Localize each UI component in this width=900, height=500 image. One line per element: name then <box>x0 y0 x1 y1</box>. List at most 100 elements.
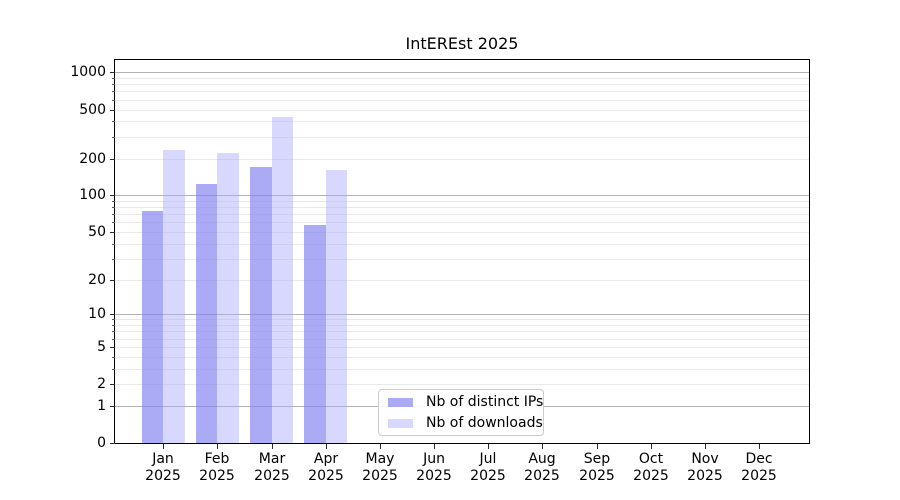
y-gridline-minor-600 <box>115 99 809 101</box>
y-gridline-minor-300 <box>115 136 809 138</box>
y-tick-1000 <box>110 72 115 73</box>
x-tick-nov <box>705 444 706 449</box>
x-tick-label-apr: Apr 2025 <box>308 451 344 484</box>
y-minor-tick-800 <box>112 84 115 85</box>
y-tick-0 <box>110 443 115 444</box>
x-tick-aug <box>542 444 543 449</box>
y-minor-tick-30 <box>112 259 115 260</box>
x-tick-dec <box>759 444 760 449</box>
y-gridline-minor-8 <box>115 324 809 326</box>
y-minor-tick-90 <box>112 201 115 202</box>
x-tick-feb <box>217 444 218 449</box>
x-tick-label-jul: Jul 2025 <box>470 451 506 484</box>
bar-nb-of-distinct-ips-jan <box>141 210 164 443</box>
x-tick-label-feb: Feb 2025 <box>199 451 235 484</box>
x-tick-label-sep: Sep 2025 <box>579 451 615 484</box>
y-gridline-minor-900 <box>115 77 809 79</box>
y-gridline-minor-30 <box>115 258 809 260</box>
y-gridline-minor-7 <box>115 330 809 332</box>
y-tick-label-0: 0 <box>97 435 106 451</box>
y-minor-tick-80 <box>112 207 115 208</box>
chart-title: IntEREst 2025 <box>405 34 519 53</box>
y-gridline-minor-400 <box>115 120 809 122</box>
x-tick-label-nov: Nov 2025 <box>687 451 723 484</box>
y-tick-label-500: 500 <box>79 102 106 118</box>
y-gridline-minor-80 <box>115 206 809 208</box>
y-gridline-minor-2 <box>115 383 809 385</box>
y-minor-tick-400 <box>112 121 115 122</box>
y-minor-tick-60 <box>112 222 115 223</box>
y-gridline-major-10 <box>115 313 809 315</box>
y-minor-tick-40 <box>112 244 115 245</box>
bar-nb-of-distinct-ips-mar <box>249 167 272 443</box>
y-tick-label-50: 50 <box>88 224 106 240</box>
legend: Nb of distinct IPs Nb of downloads <box>378 389 544 436</box>
y-tick-20 <box>110 280 115 281</box>
x-tick-label-may: May 2025 <box>362 451 398 484</box>
x-tick-label-mar: Mar 2025 <box>254 451 290 484</box>
y-tick-50 <box>110 232 115 233</box>
y-gridline-minor-60 <box>115 221 809 223</box>
y-gridline-minor-700 <box>115 90 809 92</box>
y-gridline-minor-800 <box>115 83 809 85</box>
y-gridline-minor-9 <box>115 318 809 320</box>
y-gridline-minor-500 <box>115 109 809 111</box>
x-tick-label-jun: Jun 2025 <box>416 451 452 484</box>
y-tick-label-2: 2 <box>97 376 106 392</box>
y-tick-5 <box>110 347 115 348</box>
plot-area: 0 1 2 5 10 20 50 100 200 500 1000 Jan 2025 Feb 2025 M… <box>70 59 810 484</box>
y-minor-tick-600 <box>112 100 115 101</box>
x-tick-mar <box>272 444 273 449</box>
bars-layer <box>115 60 809 443</box>
bar-nb-of-downloads-feb <box>217 153 240 443</box>
y-minor-tick-900 <box>112 78 115 79</box>
x-tick-apr <box>326 444 327 449</box>
y-tick-100 <box>110 195 115 196</box>
y-tick-label-200: 200 <box>79 151 106 167</box>
axis-layer: 0 1 2 5 10 20 50 100 200 500 1000 Jan 2025 Feb 2025 M… <box>70 60 809 484</box>
y-gridline-minor-200 <box>115 158 809 160</box>
bar-nb-of-distinct-ips-apr <box>304 225 326 443</box>
legend-label-downloads: Nb of downloads <box>426 415 543 431</box>
y-minor-tick-6 <box>112 339 115 340</box>
x-tick-jul <box>488 444 489 449</box>
bar-nb-of-distinct-ips-feb <box>195 183 218 443</box>
y-minor-tick-700 <box>112 91 115 92</box>
legend-swatch-downloads <box>388 418 413 428</box>
y-minor-tick-3 <box>112 369 115 370</box>
y-tick-label-1000: 1000 <box>70 64 106 80</box>
y-minor-tick-7 <box>112 331 115 332</box>
y-tick-10 <box>110 314 115 315</box>
y-minor-tick-9 <box>112 319 115 320</box>
legend-item-distinct-ips: Nb of distinct IPs <box>388 394 543 410</box>
y-gridline-minor-70 <box>115 213 809 215</box>
y-gridline-minor-50 <box>115 231 809 233</box>
bar-nb-of-downloads-apr <box>325 170 348 443</box>
x-tick-label-oct: Oct 2025 <box>633 451 669 484</box>
y-tick-200 <box>110 159 115 160</box>
x-tick-label-dec: Dec 2025 <box>741 451 777 484</box>
x-tick-oct <box>651 444 652 449</box>
legend-swatch-distinct-ips <box>388 397 413 407</box>
legend-label-distinct-ips: Nb of distinct IPs <box>426 394 544 410</box>
y-tick-label-20: 20 <box>88 272 106 288</box>
x-tick-may <box>380 444 381 449</box>
y-tick-1 <box>110 406 115 407</box>
x-tick-jun <box>434 444 435 449</box>
y-gridline-minor-40 <box>115 243 809 245</box>
y-gridline-minor-6 <box>115 338 809 340</box>
x-tick-jan <box>163 444 164 449</box>
grid-layer <box>115 60 809 443</box>
x-tick-label-jan: Jan 2025 <box>145 451 181 484</box>
y-tick-500 <box>110 110 115 111</box>
y-gridline-major-100 <box>115 194 809 196</box>
bar-nb-of-downloads-jan <box>163 149 185 443</box>
y-minor-tick-4 <box>112 357 115 358</box>
y-tick-2 <box>110 384 115 385</box>
y-tick-label-100: 100 <box>79 187 106 203</box>
y-gridline-major-1000 <box>115 71 809 73</box>
y-gridline-minor-3 <box>115 368 809 370</box>
y-tick-label-1: 1 <box>97 398 106 414</box>
bar-nb-of-downloads-mar <box>271 117 294 443</box>
y-gridline-minor-5 <box>115 346 809 348</box>
